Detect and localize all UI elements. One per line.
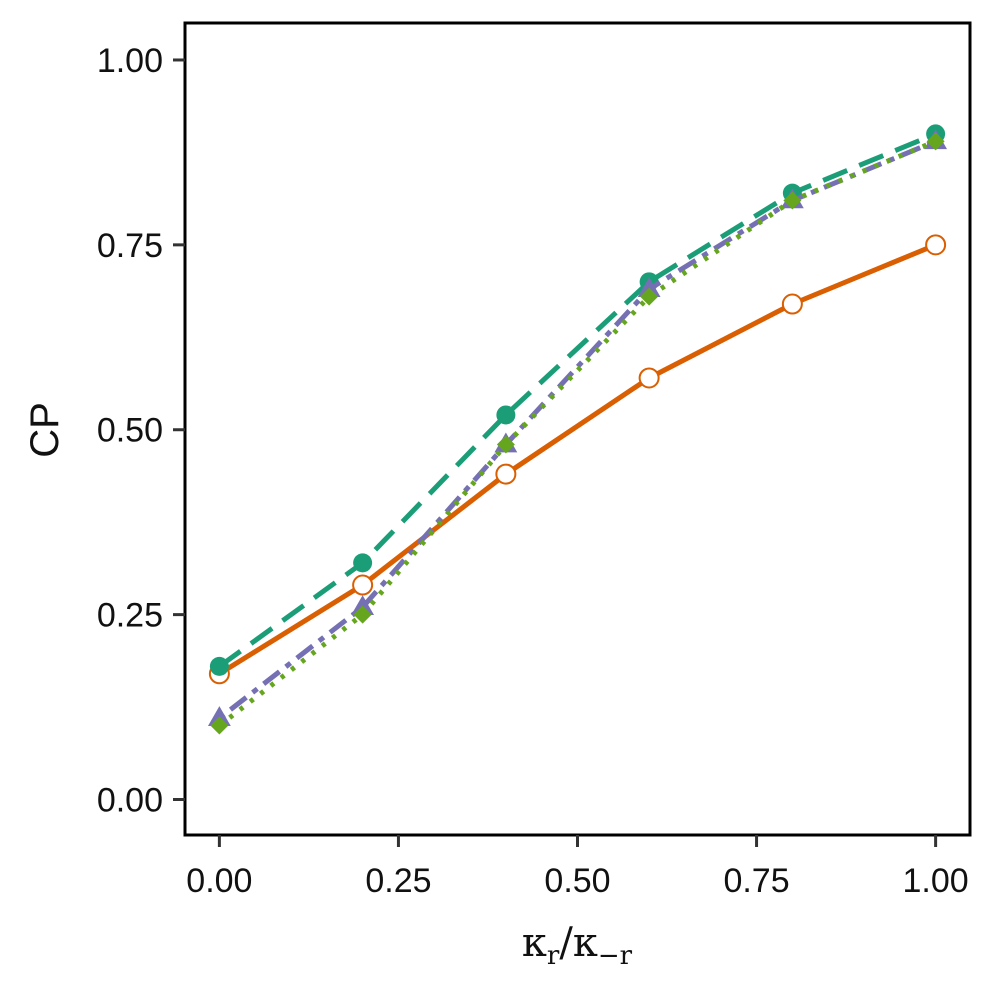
y-axis: 0.00 0.25 0.50 0.75 1.00 [97, 42, 185, 820]
series-line [217, 131, 937, 669]
y-tick-label: 0.25 [97, 597, 163, 635]
data-point [496, 435, 515, 454]
y-axis-title: CP [23, 402, 67, 458]
data-point [207, 706, 231, 726]
x-tick-label: 0.50 [544, 862, 610, 900]
series-line [218, 242, 937, 676]
data-point [783, 191, 802, 210]
x-tick-label: 0.00 [186, 862, 252, 900]
x-axis-title-kappa-2: κ [573, 920, 598, 966]
y-tick-label: 0.50 [97, 412, 163, 450]
y-tick-label: 1.00 [97, 42, 163, 80]
x-tick-label: 1.00 [903, 862, 969, 900]
data-point [210, 716, 229, 735]
x-axis-title-sub-r: r [547, 941, 560, 971]
data-point [925, 234, 947, 256]
data-point [496, 405, 516, 425]
series-line [217, 138, 937, 728]
x-axis: 0.00 0.25 0.50 0.75 1.00 [186, 835, 969, 900]
x-axis-title-kappa: κ [522, 920, 547, 966]
data-point [781, 293, 803, 315]
data-point [637, 277, 661, 298]
series-1 [208, 234, 947, 685]
x-axis-title-slash: / [559, 920, 573, 966]
series-layer [207, 124, 948, 735]
y-tick-label: 0.00 [97, 782, 163, 820]
data-point [209, 656, 229, 676]
x-tick-label: 0.25 [365, 862, 431, 900]
x-axis-title: κr/κ−r [522, 920, 633, 971]
data-point [638, 367, 660, 389]
y-tick-label: 0.75 [97, 227, 163, 265]
series-4 [210, 132, 945, 735]
data-point [351, 595, 375, 616]
data-point [353, 553, 373, 573]
x-axis-title-sub-minus-r: −r [598, 941, 633, 971]
data-point [353, 605, 372, 624]
x-tick-label: 0.75 [723, 862, 789, 900]
data-point [352, 574, 374, 596]
data-point [495, 463, 517, 485]
data-point [640, 287, 659, 306]
data-point [926, 132, 945, 151]
